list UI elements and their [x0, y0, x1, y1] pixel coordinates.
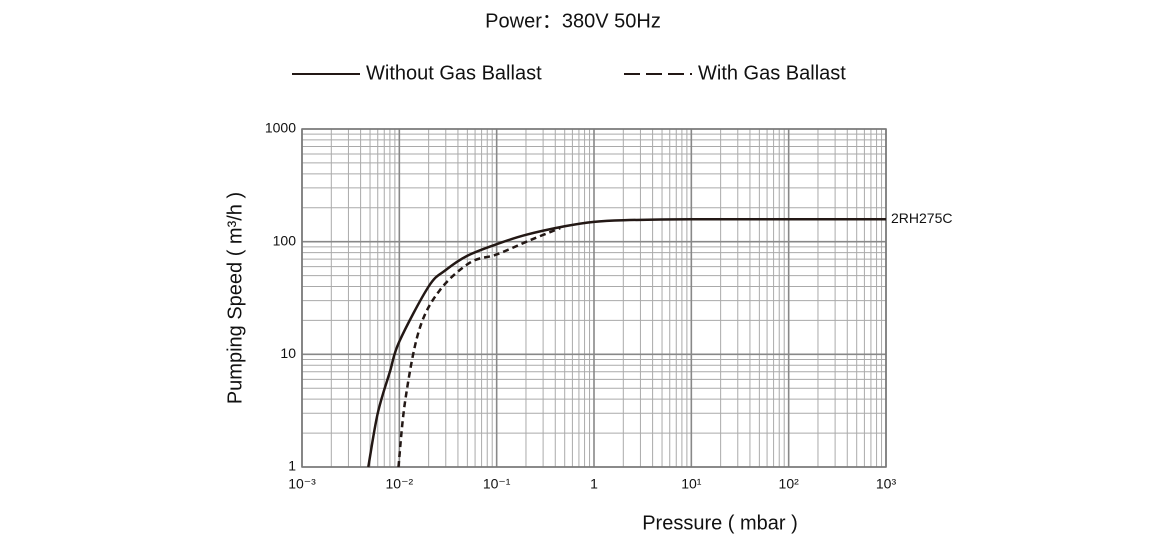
legend-label: With Gas Ballast [698, 62, 846, 84]
y-tick-label: 1 [288, 458, 296, 474]
x-tick-label: 10⁻² [386, 476, 414, 492]
y-tick-label: 1000 [265, 120, 296, 136]
legend-label: Without Gas Ballast [366, 62, 542, 84]
x-tick-label: 10² [779, 476, 800, 492]
x-tick-label: 10⁻¹ [483, 476, 511, 492]
x-tick-label: 10³ [876, 476, 897, 492]
x-tick-label: 1 [590, 476, 598, 492]
y-tick-label: 100 [273, 232, 297, 248]
x-tick-label: 10⁻³ [288, 476, 316, 492]
y-tick-label: 10 [280, 345, 296, 361]
x-tick-label: 10¹ [681, 476, 702, 492]
y-axis-label: Pumping Speed ( m³/h ) [224, 192, 246, 404]
line-series [397, 226, 561, 468]
curve-annotation: 2RH275C [891, 210, 952, 226]
plot-frame [301, 128, 887, 468]
chart-title: Power：380V 50Hz [485, 10, 661, 32]
line-series [367, 217, 886, 468]
x-axis-label: Pressure ( mbar ) [642, 512, 798, 534]
